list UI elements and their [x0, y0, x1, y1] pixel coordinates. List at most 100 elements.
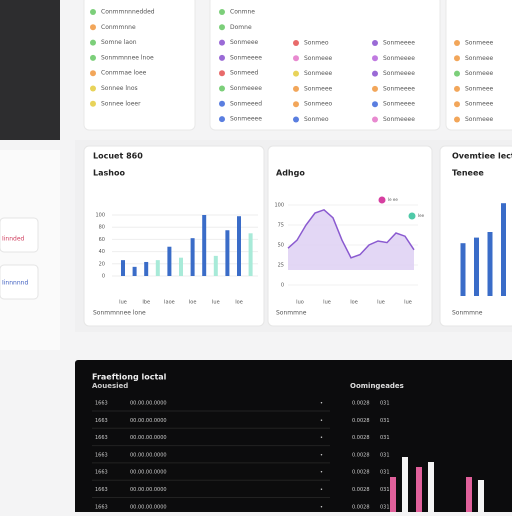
table-cell: • [320, 401, 323, 407]
status-dot [454, 40, 460, 46]
bar [466, 477, 472, 512]
list-item: Sonmeee [304, 55, 333, 62]
status-dot [372, 40, 378, 46]
list-item: Sonmeeee [230, 116, 262, 123]
side-title: Oomingeades [350, 382, 404, 390]
side-card[interactable] [0, 217, 39, 253]
bar [132, 266, 137, 276]
bar [237, 216, 241, 276]
line [287, 208, 415, 259]
card [83, 145, 265, 327]
bar [487, 232, 493, 296]
table-cell: 1663 [95, 418, 108, 424]
side-card-label: Iinnded [2, 236, 25, 243]
table-cell: 00.00.00.0000 [130, 504, 167, 510]
bar [121, 260, 125, 276]
table-cell: 031 [380, 418, 390, 424]
chart-title: Ovemtiee lectr [452, 152, 512, 161]
table-cell: • [320, 452, 323, 458]
table-cell: 1663 [95, 401, 108, 407]
bar [416, 467, 422, 512]
card [209, 0, 441, 131]
card [439, 145, 512, 327]
table-cell: 1663 [95, 452, 108, 458]
chart-footer: Sonmmnnee lone [93, 310, 146, 317]
table-cell: • [320, 487, 323, 493]
table-cell: 031 [380, 452, 390, 458]
table-cell: 0.0028 [352, 487, 370, 493]
list-item: Sonmeeee [383, 85, 415, 92]
side-card[interactable] [0, 264, 39, 300]
y-tick-label: 20 [99, 261, 105, 267]
table-cell: 00.00.00.0000 [130, 452, 167, 458]
table-cell: 031 [380, 504, 390, 510]
status-dot [372, 55, 378, 62]
x-tick-label: Ioe [189, 300, 197, 306]
table-cell: 1663 [95, 470, 108, 476]
x-tick-label: Iue [212, 300, 220, 306]
bar [213, 255, 218, 276]
chart-title: Adhgo [276, 169, 305, 178]
chart-footer: Sonmmne [276, 310, 307, 317]
table-cell: 00.00.00.0000 [130, 401, 167, 407]
y-tick-label: 25 [278, 263, 284, 269]
bar [248, 233, 253, 276]
table-cell: 1663 [95, 487, 108, 493]
status-dot [454, 101, 460, 108]
x-tick-label: Iue [404, 300, 412, 306]
table-cell: • [320, 418, 323, 424]
bar [190, 238, 195, 276]
status-dot [372, 85, 378, 92]
list-item: Sonmeee [465, 101, 494, 108]
x-tick-label: Ibe [142, 300, 150, 306]
status-dot [454, 85, 460, 92]
list-item: Sonmeeee [383, 70, 415, 77]
table-cell: • [320, 470, 323, 476]
status-dot [90, 24, 96, 31]
table-cell: 031 [380, 487, 390, 493]
card [445, 0, 512, 131]
table-cell: 00.00.00.0000 [130, 418, 167, 424]
x-tick-label: Iue [119, 300, 127, 306]
list-item: Sonmeee [304, 70, 333, 77]
list-item: Sonmeeee [230, 85, 262, 92]
x-tick-label: Iue [377, 300, 385, 306]
table-cell: 0.0028 [352, 418, 370, 424]
table-cell: 0.0028 [352, 470, 370, 476]
status-dot [90, 100, 96, 107]
list-item: Conmmnne [101, 24, 136, 31]
y-tick-label: 60 [99, 237, 105, 243]
chart-footer: Sonmmne [452, 310, 483, 317]
table-cell: 0.0028 [352, 452, 370, 458]
bar [460, 243, 466, 296]
list-item: Sonmeee [465, 116, 494, 123]
y-tick-label: 40 [99, 249, 105, 255]
legend-label: Ie ee [388, 197, 398, 202]
legend-dot [408, 212, 416, 220]
status-dot [454, 116, 460, 123]
table-cell: 031 [380, 401, 390, 407]
table-subtitle: Aouesied [92, 382, 128, 390]
bar [478, 480, 484, 512]
table-cell: 0.0028 [352, 504, 370, 510]
y-tick-label: 80 [99, 225, 105, 231]
bar [225, 230, 230, 276]
bar [167, 246, 172, 276]
bar [155, 260, 160, 276]
bar [179, 257, 183, 276]
y-tick-label: 0 [102, 274, 105, 280]
list-item: Sonmeeo [304, 101, 333, 108]
table-cell: 00.00.00.0000 [130, 435, 167, 441]
bar [390, 477, 396, 512]
status-dot [219, 116, 225, 123]
x-tick-label: Iue [323, 300, 331, 306]
bar [144, 261, 149, 276]
table-cell: 1663 [95, 504, 108, 510]
status-dot [90, 85, 96, 92]
status-dot [372, 101, 378, 108]
chart-title: Locuet 860 [93, 152, 143, 161]
status-dot [219, 70, 225, 77]
list-item: Sonnee lnos [101, 85, 138, 92]
list-item: Sonmeee [465, 70, 494, 77]
table-cell: 1663 [95, 435, 108, 441]
